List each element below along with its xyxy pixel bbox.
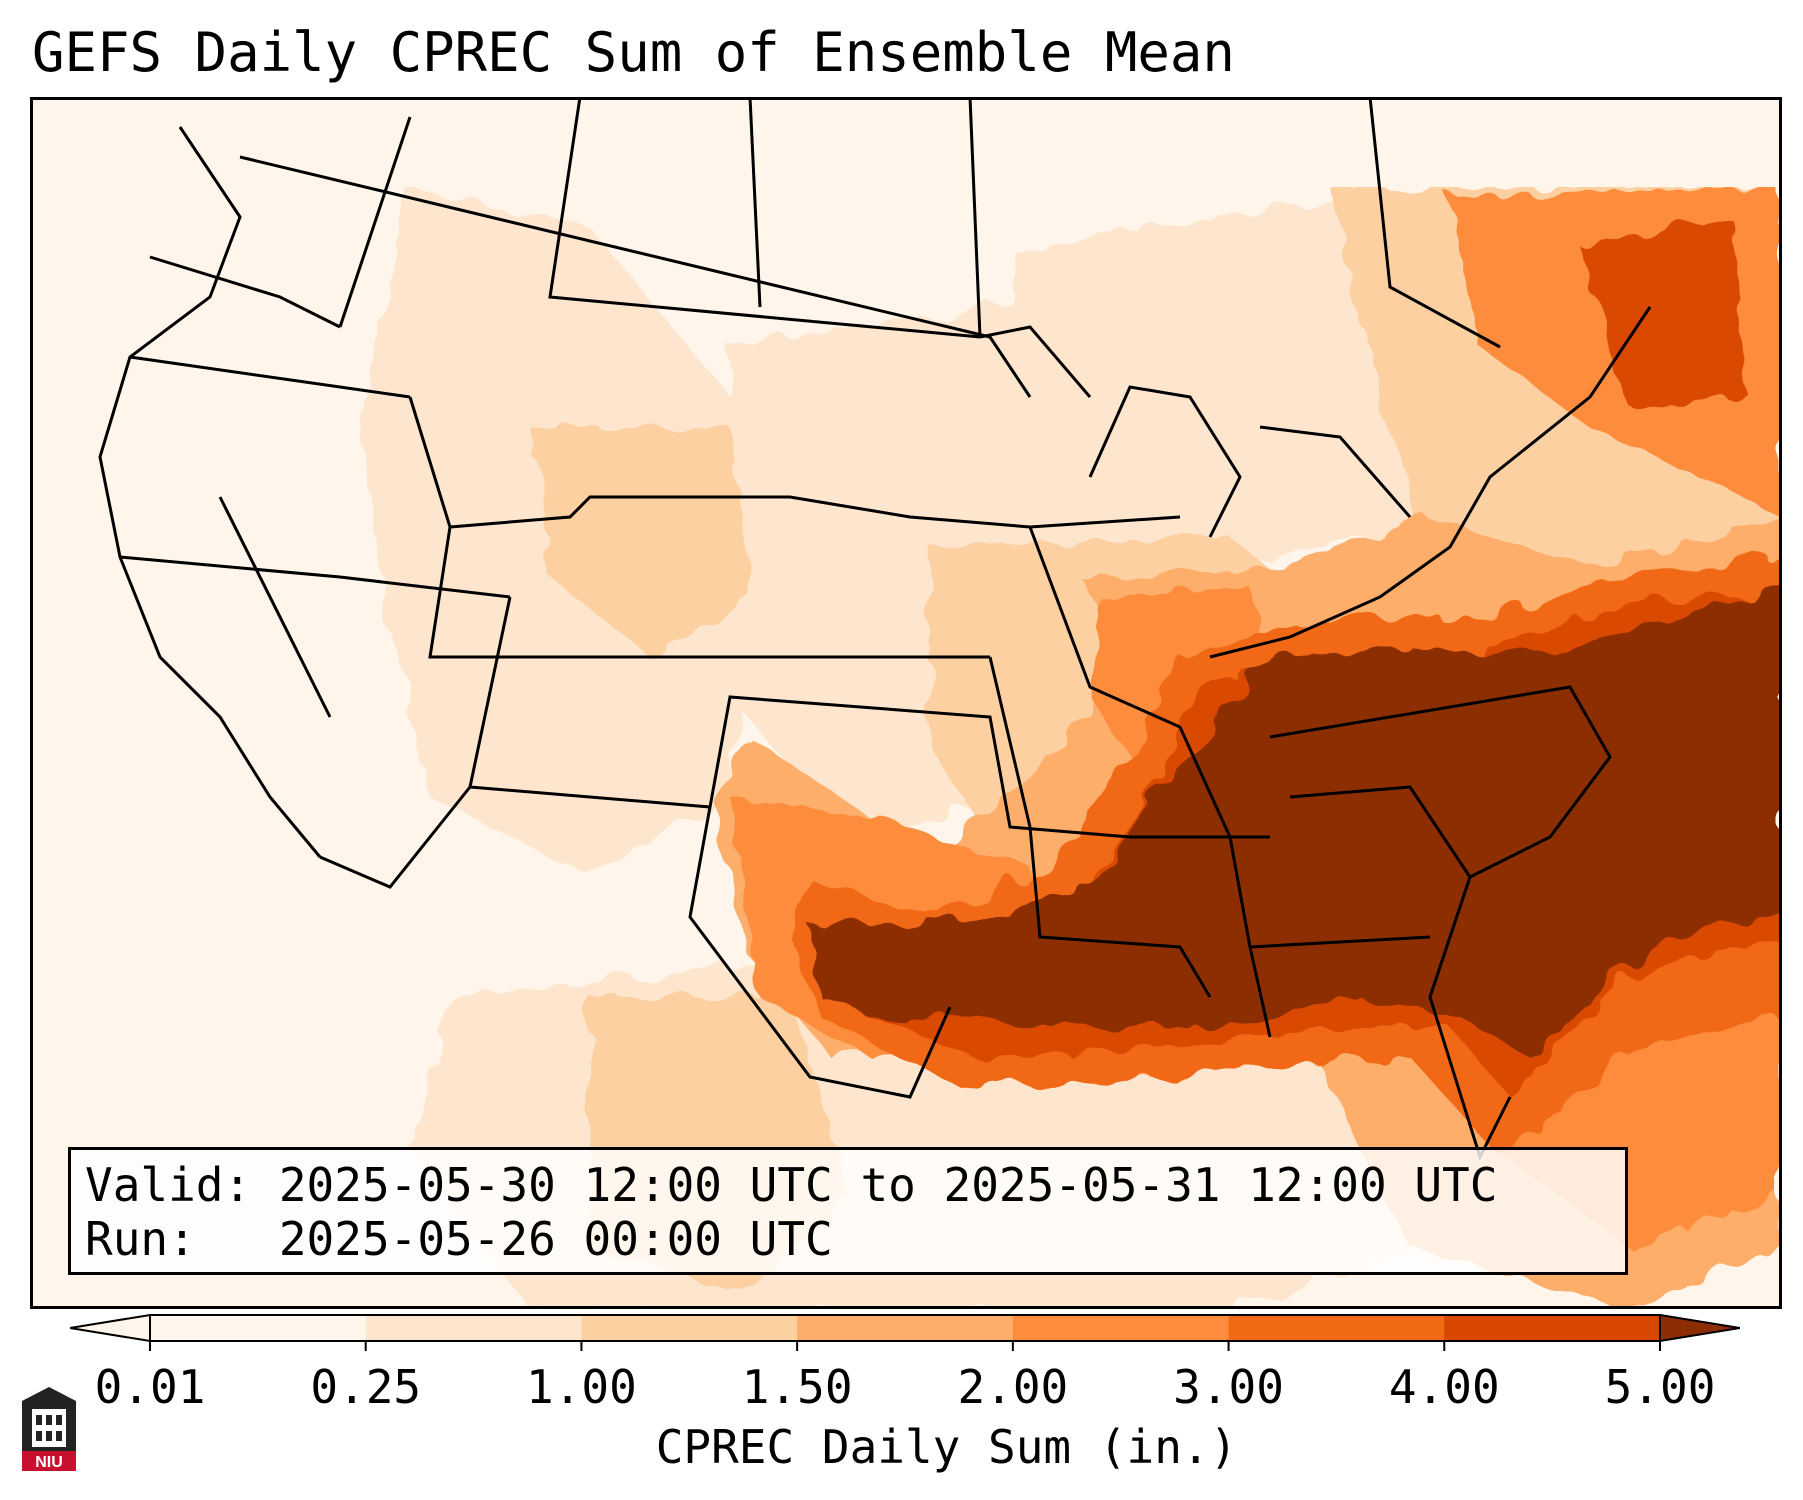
colorbar-segment — [1444, 1315, 1661, 1341]
colorbar-segment — [581, 1315, 798, 1341]
colorbar-tick-label: 4.00 — [1388, 1360, 1500, 1414]
map-title: GEFS Daily CPREC Sum of Ensemble Mean — [32, 21, 1235, 84]
niu-logo-text: NIU — [35, 1454, 63, 1471]
valid-run-info-box: Valid: 2025-05-30 12:00 UTC to 2025-05-3… — [68, 1147, 1628, 1275]
university-tower-icon — [32, 1409, 66, 1447]
colorbar — [70, 1313, 1740, 1351]
state-boundaries — [98, 97, 1652, 1161]
colorbar-tick-label: 1.50 — [741, 1360, 853, 1414]
colorbar-extend-high — [1659, 1313, 1740, 1343]
colorbar-segment — [365, 1315, 582, 1341]
colorbar-segment — [1012, 1315, 1230, 1341]
colorbar-tick-label: 2.00 — [957, 1360, 1069, 1414]
colorbar-tick-label: 3.00 — [1173, 1360, 1284, 1414]
colorbar-extend-low — [70, 1313, 151, 1343]
colorbar-segment — [1228, 1315, 1445, 1341]
colorbar-tick-label: 1.00 — [526, 1360, 637, 1414]
map-panel — [30, 97, 1782, 1309]
colorbar-tick-label: 0.25 — [310, 1360, 422, 1414]
colorbar-label: CPREC Daily Sum (in.) — [655, 1420, 1238, 1474]
colorbar-segment — [797, 1315, 1014, 1341]
precip-field — [30, 97, 1782, 1309]
colorbar-segment — [150, 1315, 367, 1341]
valid-time-text: Valid: 2025-05-30 12:00 UTC to 2025-05-3… — [85, 1158, 1498, 1212]
colorbar-tick-label: 0.01 — [94, 1360, 206, 1414]
run-time-text: Run: 2025-05-26 00:00 UTC — [85, 1212, 833, 1266]
colorbar-tick-label: 5.00 — [1604, 1360, 1716, 1414]
niu-logo: NIU — [18, 1385, 80, 1480]
